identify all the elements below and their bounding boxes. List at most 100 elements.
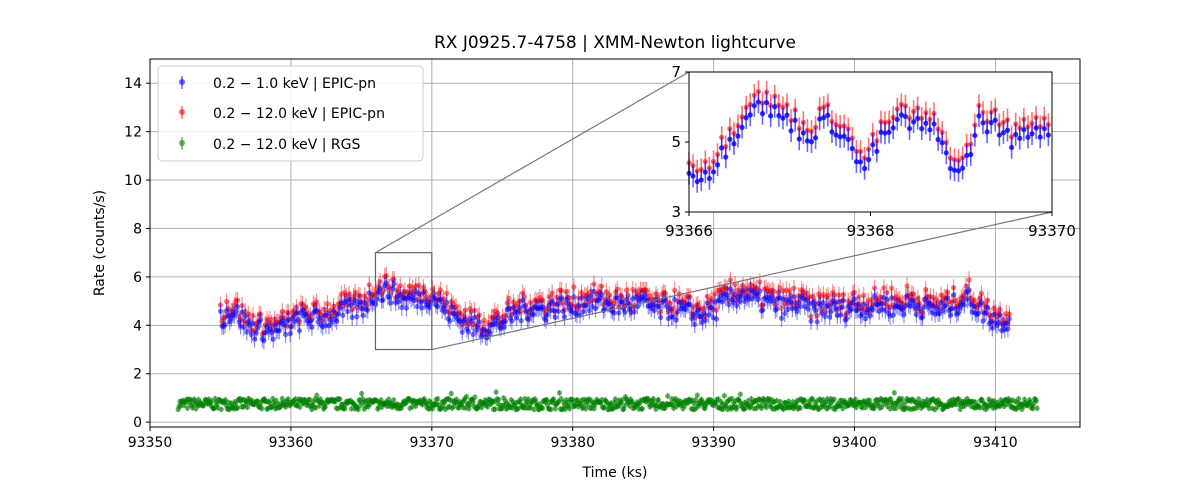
- soft-point: [236, 319, 242, 325]
- soft-point: [839, 304, 845, 310]
- broad-point: [506, 295, 512, 302]
- inset-soft-point: [714, 162, 721, 168]
- broad-point: [757, 279, 763, 285]
- x-tick-label: 93370: [410, 435, 455, 451]
- rgs-point: [665, 393, 671, 399]
- inset-soft-point: [751, 103, 757, 109]
- broad-point: [217, 302, 224, 308]
- soft-point: [329, 319, 335, 325]
- broad-point: [1006, 311, 1013, 318]
- soft-point: [913, 312, 920, 318]
- rgs-point: [1015, 396, 1022, 402]
- soft-point: [313, 307, 320, 313]
- broad-point: [791, 285, 797, 291]
- soft-point: [388, 300, 394, 306]
- broad-point: [667, 300, 673, 306]
- inset-soft-point: [1037, 134, 1043, 140]
- soft-point: [822, 313, 828, 319]
- soft-point: [349, 314, 355, 321]
- soft-point: [561, 314, 568, 320]
- inset-soft-point: [780, 115, 786, 121]
- rgs-point: [777, 398, 783, 405]
- x-tick-label: 93350: [128, 435, 173, 451]
- inset-soft-point: [694, 178, 700, 185]
- rgs-point: [550, 396, 557, 402]
- soft-point: [803, 297, 809, 303]
- soft-point: [279, 318, 286, 324]
- soft-point: [788, 299, 794, 305]
- soft-point: [222, 322, 228, 328]
- rgs-point: [218, 406, 224, 412]
- soft-point: [397, 292, 403, 298]
- rgs-point: [539, 405, 546, 411]
- soft-point: [575, 302, 582, 308]
- soft-point: [442, 309, 448, 315]
- broad-point: [453, 304, 459, 310]
- soft-point: [692, 321, 698, 328]
- rgs-point: [737, 391, 744, 397]
- inset-soft-point: [902, 113, 909, 120]
- rgs-point: [891, 390, 897, 396]
- soft-point: [734, 303, 740, 309]
- soft-point: [727, 286, 734, 292]
- soft-point: [248, 332, 255, 338]
- inset-soft-point: [747, 112, 753, 118]
- soft-point: [989, 325, 995, 331]
- soft-point: [966, 287, 972, 293]
- broad-point: [462, 307, 468, 313]
- soft-point: [239, 309, 245, 315]
- inset-soft-point: [723, 154, 729, 160]
- rgs-point: [463, 394, 470, 400]
- soft-point: [286, 317, 292, 323]
- soft-point: [224, 308, 230, 314]
- y-axis-label: Rate (counts/s): [92, 190, 108, 296]
- broad-point: [366, 282, 372, 288]
- soft-point: [951, 292, 957, 298]
- soft-point: [558, 295, 565, 301]
- soft-point: [244, 329, 250, 335]
- rgs-point: [694, 392, 700, 398]
- inset-soft-point: [739, 124, 745, 130]
- soft-point: [399, 304, 405, 311]
- broad-point: [687, 294, 693, 300]
- broad-point: [503, 313, 509, 319]
- soft-point: [551, 307, 557, 314]
- soft-point: [521, 303, 527, 309]
- soft-point: [476, 319, 482, 325]
- soft-point: [1003, 320, 1009, 326]
- x-tick-label: 93390: [691, 435, 736, 451]
- soft-point: [726, 301, 732, 308]
- inset-soft-point: [988, 120, 994, 126]
- broad-point: [644, 287, 650, 294]
- soft-point: [827, 314, 833, 320]
- soft-point: [682, 306, 689, 313]
- soft-point: [383, 280, 389, 286]
- soft-point: [441, 304, 447, 310]
- inset-soft-point: [1004, 127, 1011, 133]
- rgs-point: [1034, 405, 1040, 411]
- soft-point: [737, 298, 743, 304]
- inset-soft-point: [919, 126, 925, 132]
- soft-point: [975, 310, 982, 316]
- soft-point: [774, 306, 780, 312]
- soft-point: [434, 304, 441, 310]
- rgs-point: [1033, 398, 1039, 404]
- inset-soft-point: [1045, 132, 1051, 138]
- inset-soft-point: [976, 113, 982, 119]
- broad-point: [933, 297, 940, 303]
- broad-point: [856, 294, 862, 300]
- soft-point: [738, 293, 744, 299]
- inset-soft-point: [731, 141, 737, 147]
- inset-soft-point: [1033, 125, 1039, 131]
- broad-point: [851, 289, 858, 296]
- broad-point: [591, 281, 597, 287]
- broad-point: [809, 293, 816, 300]
- rgs-point: [552, 406, 558, 412]
- broad-point: [772, 302, 778, 308]
- broad-point: [944, 289, 951, 295]
- inset-soft-point: [690, 173, 696, 179]
- soft-point: [357, 299, 363, 305]
- soft-point: [995, 320, 1002, 326]
- broad-point: [521, 293, 527, 299]
- soft-point: [769, 293, 775, 300]
